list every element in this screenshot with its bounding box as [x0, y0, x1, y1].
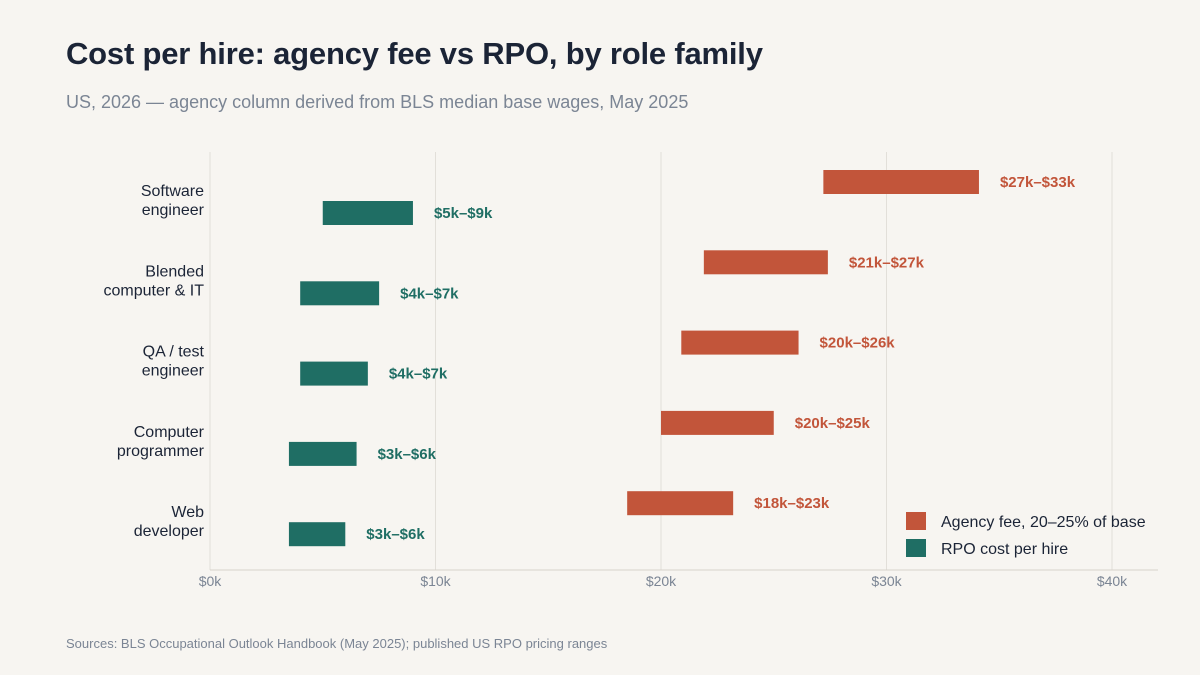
x-tick-label: $40k [1097, 573, 1128, 589]
category-label-line: Software [141, 183, 204, 200]
legend-swatch [906, 539, 926, 557]
x-tick-label: $20k [646, 573, 677, 589]
category-label: Web developer [134, 504, 205, 540]
data-label: $5k–$9k [434, 205, 493, 222]
category-label-line: programmer [117, 443, 205, 460]
data-label: $27k–$33k [1000, 174, 1076, 191]
category-label-line: Computer [134, 424, 205, 441]
rpo-bar [288, 522, 346, 547]
rpo-bar [288, 441, 357, 466]
x-tick-label: $10k [420, 573, 451, 589]
legend-label: RPO cost per hire [941, 541, 1068, 558]
x-tick-label: $0k [199, 573, 223, 589]
chart-subtitle: US, 2026 — agency column derived from BL… [66, 92, 689, 112]
agency-fee-bar [681, 330, 799, 355]
data-label: $3k–$6k [378, 446, 437, 463]
category-label-line: developer [134, 523, 205, 540]
data-label: $4k–$7k [400, 285, 459, 302]
rpo-bar [300, 281, 380, 306]
legend-label: Agency fee, 20–25% of base [941, 514, 1146, 531]
rpo-bar [300, 361, 368, 386]
category-label-line: engineer [142, 202, 205, 219]
source-note: Sources: BLS Occupational Outlook Handbo… [66, 636, 608, 651]
agency-fee-bar [703, 250, 828, 275]
category-label-line: Blended [145, 263, 204, 280]
legend-swatch [906, 512, 926, 530]
data-label: $20k–$25k [795, 415, 871, 432]
data-label: $4k–$7k [389, 366, 448, 383]
data-label: $21k–$27k [849, 254, 925, 271]
agency-fee-bar [627, 491, 734, 516]
category-label: QA / test engineer [142, 344, 205, 380]
data-label: $3k–$6k [366, 526, 425, 543]
category-label: Blended computer & IT [104, 263, 205, 299]
rpo-bar [322, 201, 413, 225]
x-tick-label: $30k [871, 573, 902, 589]
chart-title: Cost per hire: agency fee vs RPO, by rol… [66, 36, 763, 71]
category-label-line: Web [171, 504, 204, 521]
data-label: $18k–$23k [754, 495, 830, 512]
category-label: Software engineer [141, 183, 205, 219]
category-label-line: engineer [142, 363, 205, 380]
category-label-line: QA / test [143, 344, 205, 361]
data-label: $20k–$26k [820, 335, 896, 352]
category-label-line: computer & IT [104, 282, 205, 299]
agency-fee-bar [823, 170, 979, 194]
category-label: Computer programmer [117, 424, 205, 460]
agency-fee-bar [661, 410, 774, 435]
